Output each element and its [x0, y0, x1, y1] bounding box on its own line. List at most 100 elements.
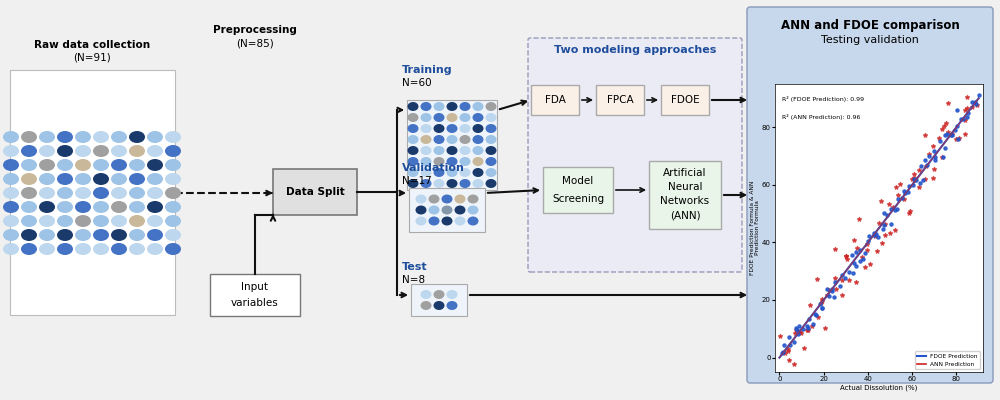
Ellipse shape	[75, 215, 91, 227]
Point	[876, 222, 892, 228]
Point	[841, 268, 857, 275]
Point	[892, 181, 908, 187]
Point	[967, 98, 983, 105]
Ellipse shape	[147, 215, 163, 227]
Ellipse shape	[428, 194, 440, 204]
Ellipse shape	[57, 215, 73, 227]
Point	[913, 162, 929, 169]
Text: Networks: Networks	[660, 196, 710, 206]
Point	[802, 302, 818, 308]
Point	[838, 252, 854, 259]
Point	[917, 176, 933, 182]
Point	[788, 327, 804, 334]
Point	[965, 78, 981, 84]
Ellipse shape	[434, 301, 444, 310]
Text: FDOE: FDOE	[671, 95, 699, 105]
Ellipse shape	[129, 201, 145, 213]
Ellipse shape	[3, 131, 19, 143]
Point	[839, 256, 855, 262]
Ellipse shape	[460, 157, 471, 166]
Ellipse shape	[165, 145, 181, 157]
Point	[814, 298, 830, 304]
Point	[862, 261, 878, 267]
Ellipse shape	[111, 159, 127, 171]
Point	[947, 126, 963, 133]
Point	[874, 239, 890, 246]
Ellipse shape	[408, 179, 418, 188]
Ellipse shape	[93, 201, 109, 213]
Point	[787, 330, 803, 336]
Point	[953, 116, 969, 122]
Y-axis label: FDOE Prediction Formula & ANN
Prediction Formula: FDOE Prediction Formula & ANN Prediction…	[750, 181, 760, 275]
Point	[808, 312, 824, 318]
Point	[851, 216, 867, 222]
Ellipse shape	[57, 145, 73, 157]
Point	[813, 300, 829, 306]
Point	[960, 110, 976, 116]
Ellipse shape	[39, 215, 55, 227]
Point	[937, 144, 953, 151]
Ellipse shape	[39, 145, 55, 157]
Point	[814, 305, 830, 311]
Ellipse shape	[129, 229, 145, 241]
Ellipse shape	[434, 157, 444, 166]
Point	[931, 134, 947, 141]
Point	[957, 107, 973, 114]
Point	[834, 292, 850, 299]
Ellipse shape	[473, 146, 484, 155]
Point	[846, 260, 862, 266]
Ellipse shape	[147, 159, 163, 171]
Point	[957, 131, 973, 138]
Ellipse shape	[460, 124, 471, 133]
Ellipse shape	[446, 168, 458, 177]
Point	[838, 253, 854, 259]
Point	[828, 286, 844, 292]
Ellipse shape	[93, 173, 109, 185]
Text: R² (ANN Prediction): 0.96: R² (ANN Prediction): 0.96	[782, 114, 860, 120]
Ellipse shape	[21, 243, 37, 255]
Ellipse shape	[408, 135, 418, 144]
Ellipse shape	[460, 102, 471, 111]
Point	[955, 116, 971, 122]
Ellipse shape	[486, 179, 496, 188]
Point	[782, 341, 798, 348]
Ellipse shape	[147, 243, 163, 255]
Point	[848, 262, 864, 269]
Text: Raw data collection: Raw data collection	[34, 40, 150, 50]
Legend: FDOE Prediction, ANN Prediction: FDOE Prediction, ANN Prediction	[915, 351, 980, 369]
Ellipse shape	[21, 173, 37, 185]
Point	[812, 301, 828, 307]
Bar	[409, 188, 485, 232]
Point	[777, 350, 793, 356]
Ellipse shape	[420, 290, 432, 299]
Ellipse shape	[165, 229, 181, 241]
Text: Neural: Neural	[668, 182, 702, 192]
Point	[859, 247, 875, 254]
Point	[882, 230, 898, 236]
Point	[940, 129, 956, 135]
Ellipse shape	[446, 113, 458, 122]
Point	[834, 277, 850, 284]
Ellipse shape	[147, 131, 163, 143]
Ellipse shape	[420, 179, 432, 188]
Point	[905, 182, 921, 188]
Ellipse shape	[57, 201, 73, 213]
Point	[868, 231, 884, 238]
Point	[793, 329, 809, 336]
FancyBboxPatch shape	[747, 7, 993, 383]
Ellipse shape	[165, 201, 181, 213]
Ellipse shape	[420, 157, 432, 166]
Point	[934, 126, 950, 132]
Ellipse shape	[165, 159, 181, 171]
Point	[805, 321, 821, 328]
Point	[819, 292, 835, 298]
Point	[788, 325, 804, 332]
Ellipse shape	[39, 187, 55, 199]
Ellipse shape	[39, 243, 55, 255]
Ellipse shape	[129, 145, 145, 157]
Ellipse shape	[486, 157, 496, 166]
Point	[959, 114, 975, 121]
Ellipse shape	[473, 113, 484, 122]
Point	[971, 92, 987, 99]
Point	[906, 170, 922, 177]
